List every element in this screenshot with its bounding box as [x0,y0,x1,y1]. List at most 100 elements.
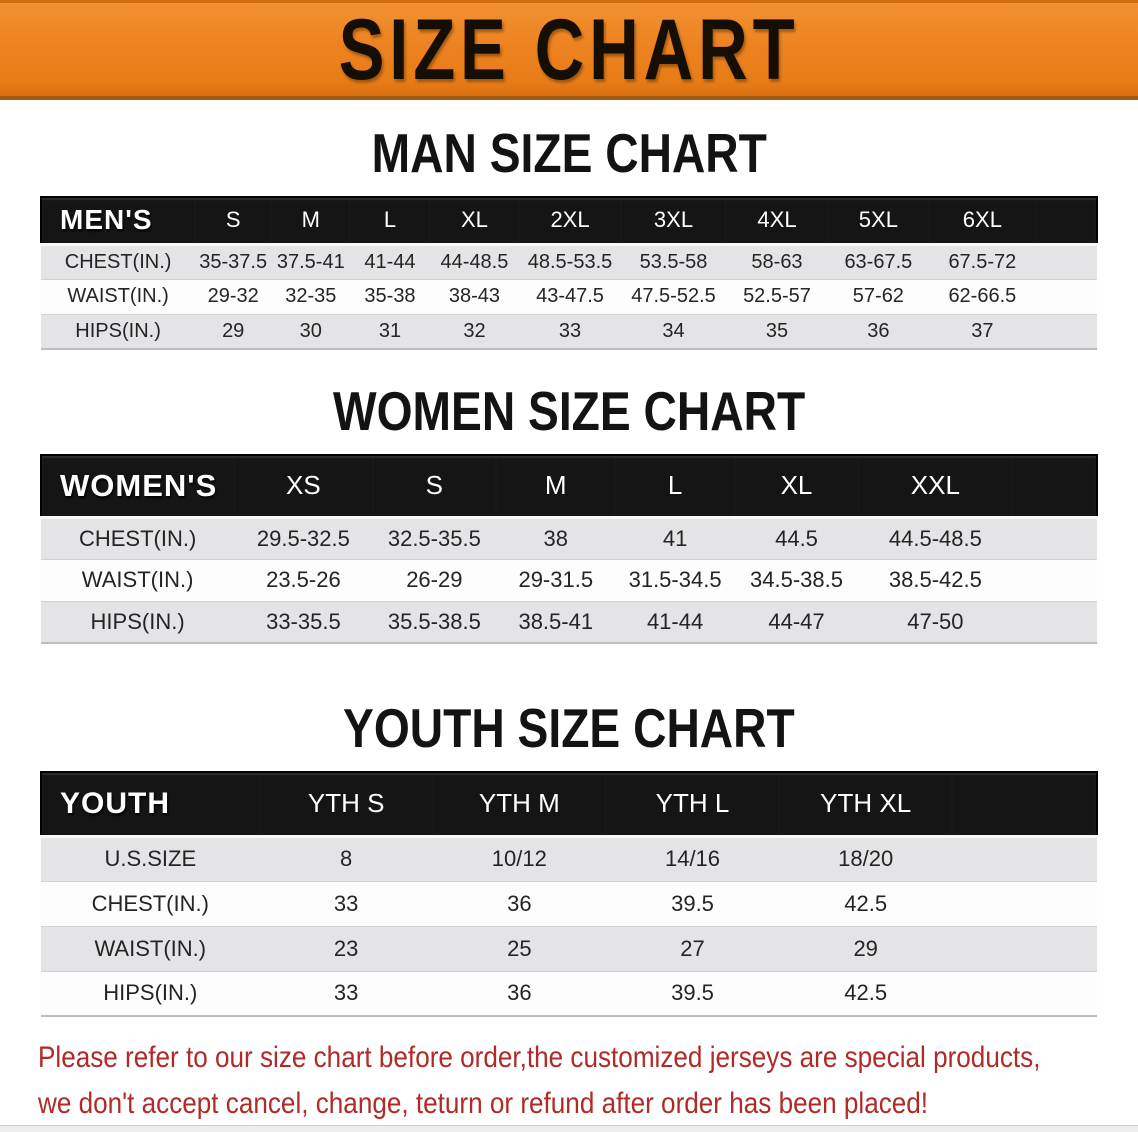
measurement-row-label: CHEST(IN.) [64,250,172,273]
size-value-cell: 23 [333,935,359,961]
measurement-row-label: WAIST(IN.) [67,285,169,307]
header-pad [1012,455,1097,519]
women-section-heading-text: WOMEN SIZE CHART [332,380,806,442]
measurement-row: HIPS(IN.) 33 36 39.5 42.5 [41,971,1097,1016]
size-value-cell: 44-47 [768,608,825,634]
row-pad [952,836,1097,881]
size-value-cell: 27 [680,935,705,961]
measurement-row: HIPS(IN.) 33-35.5 35.5-38.5 38.5-41 41-44 44-… [41,601,1097,643]
measurement-row-label: HIPS(IN.) [75,319,161,342]
size-column-header: YTH XL [779,772,953,838]
size-value-cell: 33 [333,980,359,1006]
size-value-cell: 47-50 [907,608,964,634]
size-value-cell: 63-67.5 [844,250,913,273]
measurement-row-label: CHEST(IN.) [91,890,209,916]
youth-table-header-row: YOUTH YTH S YTH M YTH L YTH XL [41,772,1097,838]
row-pad [1036,279,1097,314]
size-value-cell: 57-62 [852,285,904,307]
youth-table-group-label: YOUTH [41,772,260,838]
size-column-header: XL [734,455,859,519]
size-value-cell: 41-44 [646,608,704,634]
men-section-heading: MAN SIZE CHART [0,124,1138,182]
measurement-row-label: WAIST(IN.) [94,935,207,961]
measurement-row-label: HIPS(IN.) [103,980,198,1006]
size-value-cell: 32.5-35.5 [387,525,481,551]
size-value-cell: 58-63 [751,250,803,273]
measurement-row: U.S.SIZE 8 10/12 14/16 18/20 [41,836,1097,881]
size-value-cell: 34.5-38.5 [750,567,843,592]
women-table-header-row: WOMEN'S XS S M L XL XXL [41,455,1097,519]
size-value-cell: 35.5-38.5 [387,608,481,634]
measurement-row: WAIST(IN.) 23.5-26 26-29 29-31.5 31.5-34.5 34… [41,559,1097,601]
measurement-row: CHEST(IN.) 35-37.5 37.5-41 41-44 44-48.5 48.5… [41,244,1097,279]
size-value-cell: 35-37.5 [199,250,268,273]
size-value-cell: 29 [853,935,878,961]
measurement-row-label: CHEST(IN.) [78,525,197,551]
size-value-cell: 38-43 [448,285,501,307]
size-value-cell: 38 [543,525,568,551]
measurement-row-label: U.S.SIZE [104,846,197,871]
size-column-header: M [271,197,351,246]
size-value-cell: 62-66.5 [948,285,1017,307]
size-value-cell: 31 [378,319,402,342]
row-pad [1036,244,1097,279]
size-column-header: YTH M [432,772,606,838]
size-value-cell: 10/12 [491,846,547,871]
size-value-cell: 38.5-42.5 [888,567,982,592]
disclaimer-line-1: Please refer to our size chart before or… [38,1041,1041,1074]
measurement-row: WAIST(IN.) 29-32 32-35 35-38 38-43 43-47.5 47.… [41,279,1097,314]
measurement-row: WAIST(IN.) 23 25 27 29 [41,926,1097,971]
size-column-header: YTH L [605,772,780,838]
row-pad [1012,601,1097,643]
size-value-cell: 34 [662,319,685,342]
header-pad [952,772,1097,838]
men-table-header-row: MEN'S S M L XL 2XL 3XL 4XL 5XL 6XL [41,197,1097,246]
size-value-cell: 42.5 [844,890,888,916]
row-pad [1012,517,1097,559]
size-value-cell: 14/16 [664,846,721,871]
size-value-cell: 35-38 [364,285,416,307]
row-pad [952,971,1097,1016]
disclaimer-line-2: we don't accept cancel, change, teturn o… [38,1087,929,1120]
women-table-group-label: WOMEN'S [41,455,235,519]
size-value-cell: 8 [340,846,353,871]
size-column-header: S [195,197,272,246]
size-value-cell: 33 [333,890,359,916]
size-value-cell: 32-35 [285,285,337,307]
size-column-header: XXL [858,455,1013,519]
size-value-cell: 36 [867,319,890,342]
size-value-cell: 35 [765,319,789,342]
size-value-cell: 41 [662,525,688,551]
size-column-header: M [496,455,616,519]
size-column-header: XL [429,197,520,246]
men-size-table: MEN'S S M L XL 2XL 3XL 4XL 5XL 6XL CHEST(IN.) 35-37… [40,196,1098,350]
women-section-heading: WOMEN SIZE CHART [0,382,1138,440]
size-value-cell: 67.5-72 [948,250,1017,273]
size-charts: MAN SIZE CHART MEN'S S M L XL 2XL 3XL 4XL 5XL 6XL… [0,124,1138,1017]
measurement-row: CHEST(IN.) 29.5-32.5 32.5-35.5 38 41 44.5 44.5… [41,517,1097,559]
size-value-cell: 41-44 [364,250,416,273]
youth-section-heading: YOUTH SIZE CHART [0,699,1138,757]
youth-section-heading-text: YOUTH SIZE CHART [343,697,795,759]
size-column-header: 3XL [620,197,727,246]
size-column-header: 5XL [827,197,930,246]
measurement-row: HIPS(IN.) 29 30 31 32 33 34 35 36 37 [41,314,1097,349]
size-chart-banner: SIZE CHART [0,0,1138,100]
row-pad [1012,559,1097,601]
measurement-row-label: WAIST(IN.) [81,567,194,592]
size-value-cell: 39.5 [671,980,714,1006]
size-column-header: S [372,455,497,519]
size-value-cell: 29.5-32.5 [256,525,350,551]
youth-section: YOUTH SIZE CHART YOUTH YTH S YTH M YTH L YTH… [0,699,1138,1017]
size-value-cell: 38.5-41 [518,608,594,634]
size-value-cell: 48.5-53.5 [527,250,613,273]
header-pad [1035,197,1097,246]
size-value-cell: 30 [299,319,322,342]
size-value-cell: 44.5 [775,525,818,551]
size-value-cell: 52.5-57 [743,285,811,307]
size-value-cell: 37 [971,319,994,342]
men-table-group-label: MEN'S [41,197,196,246]
size-value-cell: 43-47.5 [536,285,604,307]
size-value-cell: 47.5-52.5 [631,285,716,307]
size-value-cell: 53.5-58 [639,250,708,273]
